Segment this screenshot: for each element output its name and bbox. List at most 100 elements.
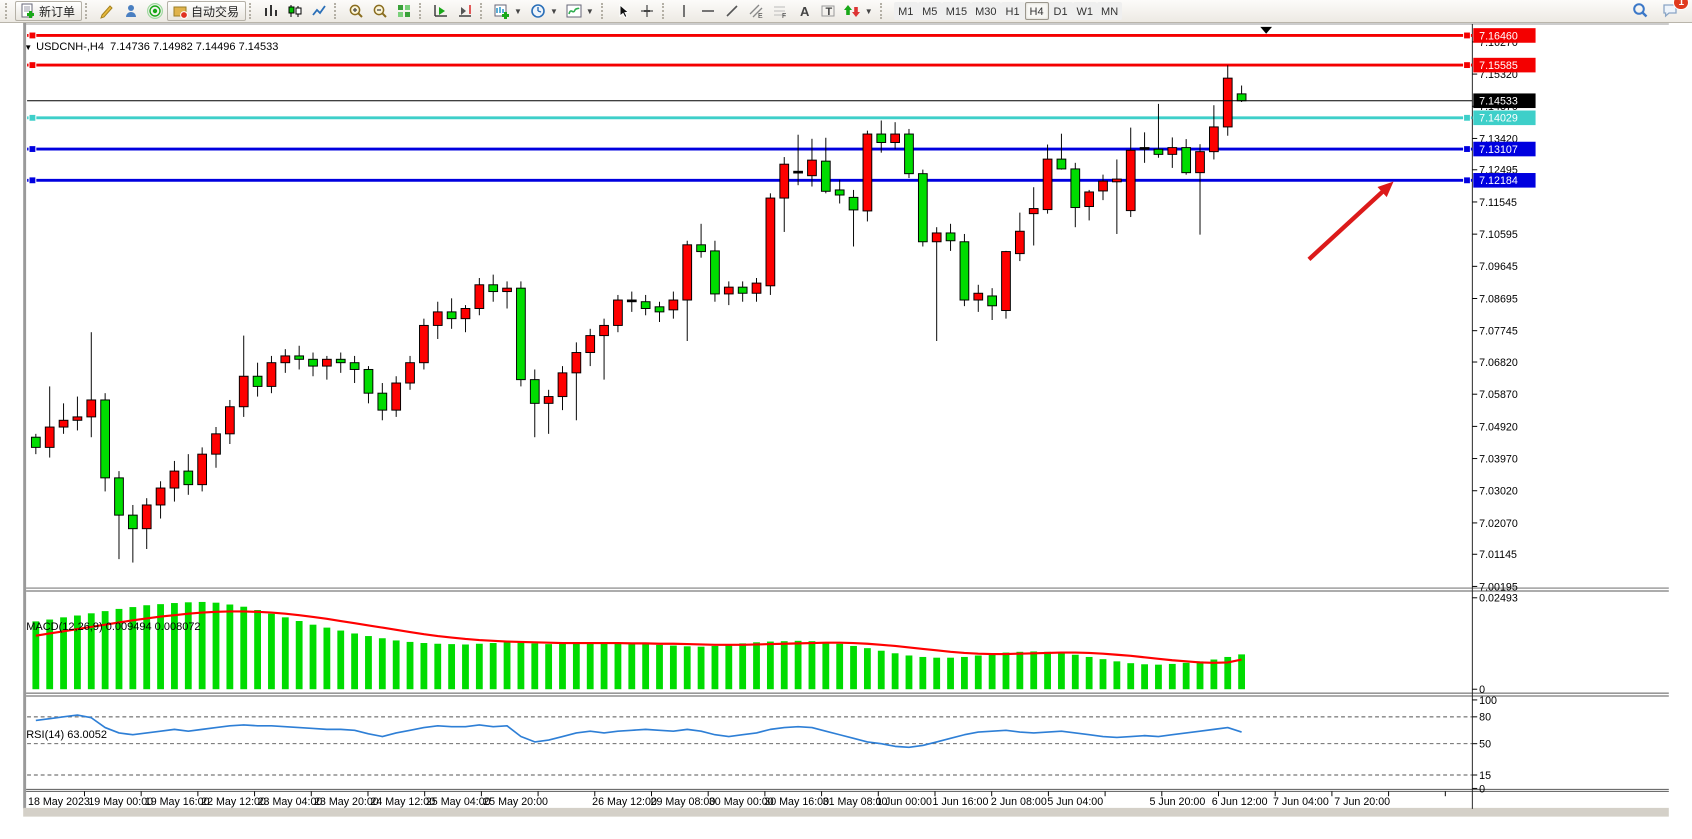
- period-button[interactable]: ▼: [526, 1, 562, 21]
- line-handle[interactable]: [1463, 145, 1471, 153]
- line-chart-button[interactable]: [307, 1, 331, 21]
- crosshair-icon: [640, 5, 653, 17]
- line-handle[interactable]: [1463, 31, 1471, 40]
- macd-indicator-label: MACD(12,26,9) 0.009494 0.008072: [26, 621, 201, 633]
- price-badge-7.15585: [1473, 57, 1536, 73]
- svg-text:7.03020: 7.03020: [1479, 486, 1518, 498]
- line-handle[interactable]: [28, 145, 37, 153]
- community-button[interactable]: [119, 1, 143, 21]
- time-label: 25 May 20:00: [483, 796, 548, 808]
- timeframe-h1[interactable]: H1: [1000, 2, 1025, 20]
- community-icon: [126, 5, 137, 17]
- trendline-button[interactable]: [720, 1, 744, 21]
- time-label: 19 May 00:00: [88, 796, 153, 808]
- new-chart-icon: [494, 4, 510, 19]
- bar-chart-button[interactable]: [259, 1, 283, 21]
- horizontal-line-button[interactable]: [696, 1, 720, 21]
- toolbar-grip: [85, 3, 92, 19]
- autotrading-button[interactable]: 自动交易: [167, 1, 247, 21]
- svg-text:A: A: [800, 4, 810, 19]
- chart-shift-button[interactable]: [453, 1, 477, 21]
- oneclick-collapse-icon[interactable]: ▼: [24, 43, 33, 52]
- macd-value: 0.009494: [105, 621, 152, 633]
- search-icon: [1633, 2, 1648, 17]
- line-handle[interactable]: [1463, 61, 1471, 69]
- line-handle[interactable]: [1463, 113, 1471, 122]
- svg-text:50: 50: [1479, 739, 1491, 751]
- arrows-icon: [843, 5, 860, 17]
- trend-arrow-annotation[interactable]: [1307, 186, 1388, 261]
- toolbar-grip: [249, 3, 256, 19]
- price-scale[interactable]: 7.162707.153207.143707.134207.124957.115…: [1472, 28, 1536, 795]
- svg-text:7.14029: 7.14029: [1479, 113, 1518, 125]
- notification-badge: 1: [1673, 0, 1689, 10]
- time-label: 7 Jun 04:00: [1273, 796, 1329, 808]
- dropdown-arrow-icon: ▼: [585, 6, 594, 16]
- macd-signal-line: [35, 610, 1242, 664]
- zoom-out-button[interactable]: [368, 1, 392, 21]
- chart-symbol-title: ▼ USDCNH-,H4 7.14736 7.14982 7.14496 7.14…: [12, 29, 278, 65]
- autotrading-icon: [173, 6, 188, 19]
- time-label: 24 May 12:00: [370, 796, 435, 808]
- search-button[interactable]: [1628, 0, 1652, 20]
- channel-button[interactable]: E: [744, 1, 768, 21]
- text-button[interactable]: A: [792, 1, 816, 21]
- auto-scroll-icon: [434, 5, 448, 17]
- chart-bars-icon: [265, 5, 278, 16]
- indicators-button[interactable]: ▼: [562, 1, 598, 21]
- timeframe-m15[interactable]: M15: [941, 2, 972, 20]
- new-chart-button[interactable]: ▼: [490, 1, 526, 21]
- svg-text:T: T: [825, 6, 832, 18]
- crosshair-button[interactable]: [635, 1, 659, 21]
- svg-text:15: 15: [1479, 770, 1491, 782]
- market-watch-button[interactable]: [95, 1, 119, 21]
- period-icon: [531, 4, 545, 18]
- candlestick-chart-button[interactable]: [283, 1, 307, 21]
- timeframe-m5[interactable]: M5: [917, 2, 942, 20]
- timeframe-m30[interactable]: M30: [971, 2, 1001, 20]
- cursor-button[interactable]: [611, 1, 635, 21]
- text-label-button[interactable]: T: [816, 1, 840, 21]
- signals-button[interactable]: [143, 1, 167, 21]
- svg-text:7.04920: 7.04920: [1479, 421, 1518, 433]
- line-handle[interactable]: [28, 61, 37, 69]
- svg-text:0: 0: [1479, 684, 1485, 696]
- timeframe-m1[interactable]: M1: [893, 2, 918, 20]
- tile-windows-button[interactable]: [392, 1, 416, 21]
- macd-signal-value: 0.008072: [154, 621, 201, 633]
- time-label: 5 Jun 04:00: [1047, 796, 1103, 808]
- chart-area[interactable]: 7.162707.153207.143707.134207.124957.115…: [0, 23, 1692, 839]
- toolbar-grip: [5, 3, 12, 19]
- dropdown-arrow-icon: ▼: [514, 6, 522, 16]
- timeframe-w1[interactable]: W1: [1072, 2, 1098, 20]
- line-handle[interactable]: [28, 176, 37, 185]
- line-handle[interactable]: [1463, 176, 1471, 185]
- svg-text:7.15585: 7.15585: [1479, 60, 1518, 72]
- scroll-to-end-marker[interactable]: [1260, 26, 1272, 34]
- fibonacci-button[interactable]: F: [768, 1, 792, 21]
- timeframe-h4[interactable]: H4: [1024, 2, 1049, 20]
- main-toolbar: 新订单 自动交易 ▼ ▼ ▼ E F A T ▼ M1 M5 M15 M30 H1 H4 D1 W1 MN 1: [0, 0, 1692, 23]
- toolbar-grip: [480, 3, 487, 19]
- new-order-button[interactable]: 新订单: [15, 1, 83, 21]
- svg-text:7.13107: 7.13107: [1479, 144, 1518, 156]
- macd-pane: [32, 601, 1246, 690]
- rsi-line: [35, 714, 1242, 749]
- zoom-in-button[interactable]: [344, 1, 368, 21]
- line-handle[interactable]: [28, 113, 37, 122]
- timeframe-d1[interactable]: D1: [1048, 2, 1073, 20]
- vertical-line-button[interactable]: [672, 1, 696, 21]
- indicators-icon: [566, 4, 582, 18]
- line-handle[interactable]: [28, 31, 37, 40]
- time-label: 19 May 16:00: [145, 796, 210, 808]
- price-badge-7.13107: [1473, 141, 1536, 157]
- svg-text:7.16460: 7.16460: [1479, 30, 1518, 42]
- current-price-badge: [1473, 93, 1536, 109]
- timeframe-mn[interactable]: MN: [1097, 2, 1123, 20]
- arrows-button[interactable]: ▼: [840, 1, 877, 21]
- auto-scroll-button[interactable]: [429, 1, 453, 21]
- svg-text:7.09645: 7.09645: [1479, 261, 1518, 273]
- price-badge-7.16460: [1473, 28, 1536, 43]
